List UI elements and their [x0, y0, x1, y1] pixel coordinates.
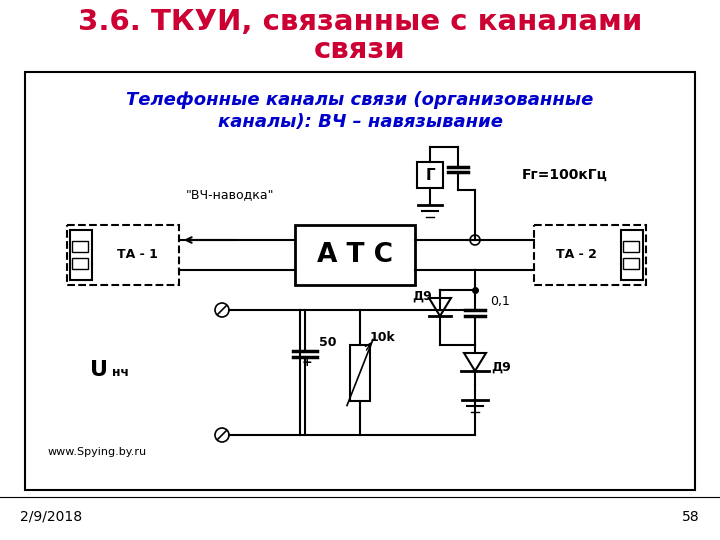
Bar: [25, 72, 695, 490]
Text: 58: 58: [683, 510, 700, 524]
Bar: [70, 230, 92, 280]
Text: Телефонные каналы связи (организованные: Телефонные каналы связи (организованные: [126, 91, 594, 109]
Circle shape: [470, 235, 480, 245]
Bar: [623, 258, 639, 269]
Bar: [350, 345, 370, 401]
Text: каналы): ВЧ – навязывание: каналы): ВЧ – навязывание: [217, 113, 503, 131]
Circle shape: [215, 303, 229, 317]
Text: U: U: [90, 360, 108, 380]
Text: "ВЧ-наводка": "ВЧ-наводка": [186, 188, 274, 201]
Bar: [72, 241, 88, 252]
Text: А Т С: А Т С: [317, 242, 393, 268]
Text: 3.6. ТКУИ, связанные с каналами: 3.6. ТКУИ, связанные с каналами: [78, 8, 642, 36]
Bar: [621, 230, 643, 280]
Text: ТА - 1: ТА - 1: [117, 248, 158, 261]
Circle shape: [215, 428, 229, 442]
Bar: [623, 241, 639, 252]
Bar: [534, 225, 646, 285]
Text: 10k: 10k: [370, 331, 396, 344]
Text: связи: связи: [314, 36, 406, 64]
Text: ТА - 2: ТА - 2: [556, 248, 596, 261]
Text: www.Spying.by.ru: www.Spying.by.ru: [48, 447, 147, 457]
Text: нч: нч: [112, 366, 129, 379]
Text: Г: Г: [426, 167, 435, 183]
Text: Д9: Д9: [491, 361, 510, 374]
Bar: [67, 225, 179, 285]
Bar: [417, 162, 443, 188]
Text: 0,1: 0,1: [490, 295, 510, 308]
Text: 2/9/2018: 2/9/2018: [20, 510, 82, 524]
Bar: [72, 258, 88, 269]
Text: 50: 50: [319, 336, 336, 349]
Text: Д9: Д9: [412, 289, 432, 302]
Text: Fг=100кГц: Fг=100кГц: [522, 168, 608, 182]
Text: +: +: [302, 356, 312, 369]
Bar: [295, 225, 415, 285]
